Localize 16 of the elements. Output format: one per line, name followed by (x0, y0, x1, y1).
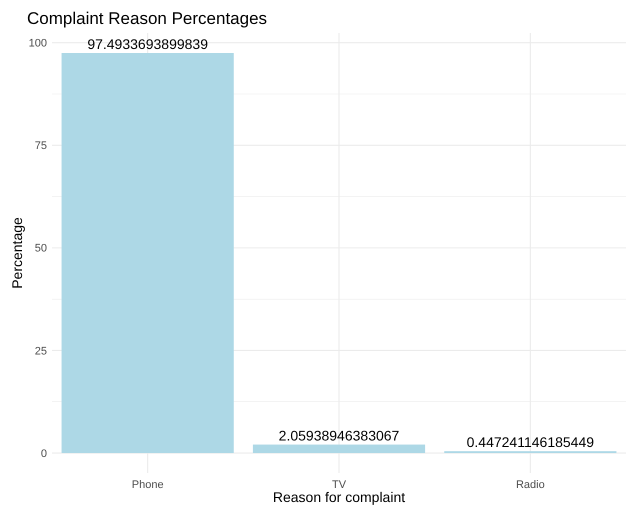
chart-title: Complaint Reason Percentages (27, 9, 268, 28)
data-label: 0.447241146185449 (466, 434, 594, 450)
y-tick-label: 0 (40, 448, 47, 460)
bar (252, 444, 426, 454)
x-tick-label: Radio (516, 479, 545, 491)
bar (62, 53, 234, 454)
y-tick-label: 100 (28, 38, 47, 50)
y-axis-title: Percentage (9, 216, 25, 289)
y-tick-label: 75 (34, 140, 47, 152)
x-tick-label: TV (332, 479, 347, 491)
x-axis-title: Reason for complaint (272, 489, 406, 505)
data-label: 97.4933693899839 (87, 36, 208, 52)
y-tick-label: 50 (34, 242, 47, 255)
y-tick-label: 25 (34, 345, 47, 358)
data-label: 2.05938946383067 (278, 428, 400, 444)
x-tick-label: Phone (132, 479, 164, 491)
